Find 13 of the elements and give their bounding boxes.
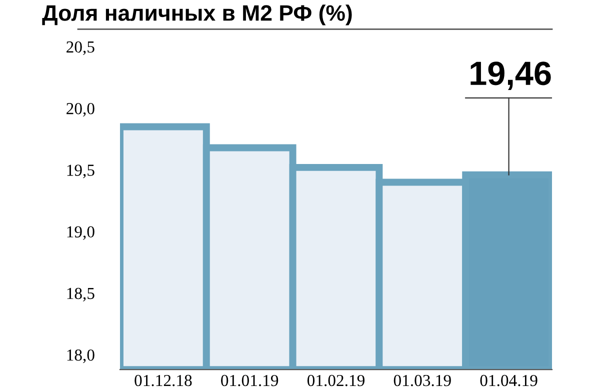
y-tick-label: 20,5 bbox=[66, 41, 94, 56]
y-tick-label: 18,5 bbox=[67, 288, 94, 302]
y-tick-label: 19,0 bbox=[67, 226, 94, 240]
x-tick-label: 01.01.19 bbox=[221, 374, 278, 386]
y-tick-label: 19,5 bbox=[67, 164, 94, 178]
x-tick-label: 01.12.18 bbox=[134, 374, 192, 386]
x-tick-label: 01.03.19 bbox=[394, 374, 451, 386]
chart-title: Доля наличных в М2 РФ (%) bbox=[42, 4, 352, 26]
x-tick-label: 01.04.19 bbox=[480, 374, 538, 386]
y-tick-label: 18,0 bbox=[67, 349, 94, 364]
y-tick-label: 20,0 bbox=[66, 102, 94, 117]
x-tick-label: 01.02.19 bbox=[307, 374, 364, 386]
data-label: 19,46 bbox=[470, 62, 551, 90]
